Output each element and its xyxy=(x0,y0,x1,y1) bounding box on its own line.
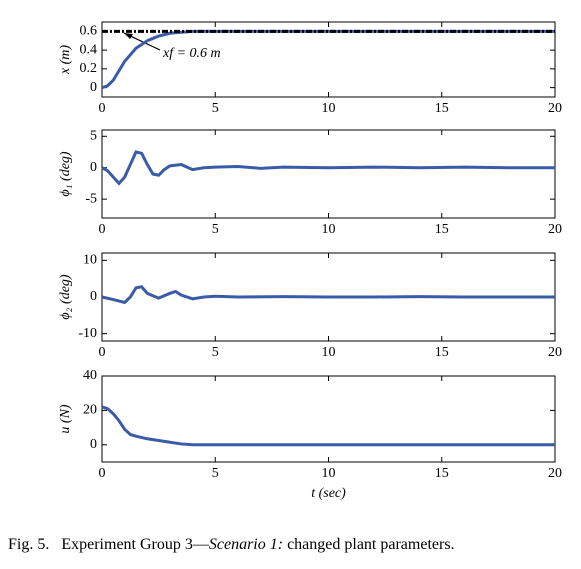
x-tick-label: 0 xyxy=(99,466,106,481)
y-tick-label: 5 xyxy=(90,129,97,144)
axes-box xyxy=(101,375,556,463)
caption-rest: changed plant parameters. xyxy=(283,536,455,553)
series-line xyxy=(101,405,555,447)
y-tick-label: -5 xyxy=(85,191,97,206)
y-tick-label: 0 xyxy=(90,289,97,304)
y-tick-label: 10 xyxy=(83,253,97,268)
axes-box xyxy=(101,129,556,219)
x-tick-label: 15 xyxy=(435,101,449,116)
x-tick-label: 5 xyxy=(212,345,219,360)
x-tick-label: 0 xyxy=(99,345,106,360)
x-tick-label: 20 xyxy=(548,222,562,237)
x-tick-label: 5 xyxy=(212,466,219,481)
series-line xyxy=(101,150,555,186)
y-tick-label: 0 xyxy=(90,80,97,95)
x-tick-label: 10 xyxy=(322,345,336,360)
x-tick-label: 10 xyxy=(322,222,336,237)
y-axis-label: ϕ₁ (deg) xyxy=(58,151,73,196)
annotation: xf = 0.6 m xyxy=(162,46,221,61)
x-tick-label: 20 xyxy=(548,466,562,481)
x-tick-label: 0 xyxy=(99,222,106,237)
caption: Fig. 5. Experiment Group 3—Scenario 1: c… xyxy=(8,536,455,554)
x-tick-label: 15 xyxy=(435,222,449,237)
y-tick-label: 20 xyxy=(83,403,97,418)
y-tick-label: 0.2 xyxy=(80,61,98,76)
x-tick-label: 15 xyxy=(435,466,449,481)
y-tick-label: 0.4 xyxy=(80,42,98,57)
caption-label: Fig. 5. xyxy=(8,536,50,553)
y-axis-label: u (N) xyxy=(58,404,73,434)
x-tick-label: 10 xyxy=(322,101,336,116)
x-axis-label: t (sec) xyxy=(311,486,346,501)
y-tick-label: -10 xyxy=(78,326,97,341)
series-line xyxy=(101,285,555,305)
caption-italic: Scenario 1: xyxy=(208,536,284,553)
y-axis-label: x (m) xyxy=(58,45,73,75)
y-tick-label: 0 xyxy=(90,437,97,452)
x-tick-label: 20 xyxy=(548,101,562,116)
x-tick-label: 5 xyxy=(212,222,219,237)
x-tick-label: 0 xyxy=(99,101,106,116)
y-tick-label: 40 xyxy=(83,368,97,383)
x-tick-label: 15 xyxy=(435,345,449,360)
y-tick-label: 0 xyxy=(90,160,97,175)
x-tick-label: 5 xyxy=(212,101,219,116)
y-tick-label: 0.6 xyxy=(80,24,98,39)
caption-text: Experiment Group 3— xyxy=(61,536,209,553)
x-tick-label: 10 xyxy=(322,466,336,481)
y-axis-label: ϕ₂ (deg) xyxy=(58,274,73,319)
x-tick-label: 20 xyxy=(548,345,562,360)
arrow-head xyxy=(124,33,133,39)
